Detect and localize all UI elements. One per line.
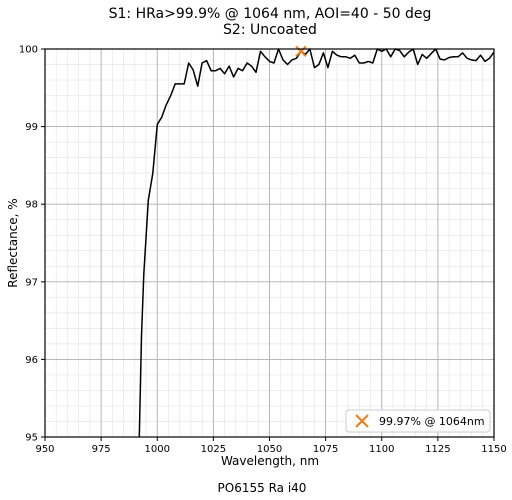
x-tick-label: 1025	[201, 444, 226, 455]
x-tick-label: 950	[35, 444, 54, 455]
y-tick-label: 97	[25, 277, 38, 288]
y-axis-label: Reflectance, %	[6, 198, 20, 287]
series-layer	[138, 48, 495, 438]
legend-x-glyph	[355, 414, 369, 428]
y-tick-label: 95	[25, 433, 38, 444]
x-tick-label: 1050	[257, 444, 282, 455]
highlight-point-marker	[295, 45, 307, 58]
x-tick-label: 1125	[425, 444, 450, 455]
x-tick-label: 975	[92, 444, 111, 455]
legend-label: 99.97% @ 1064nm	[379, 415, 485, 428]
x-tick-label: 1075	[313, 444, 338, 455]
footer-caption: PO6155 Ra i40	[218, 481, 307, 495]
y-tick-label: 99	[25, 122, 38, 133]
x-tick-label: 1150	[481, 444, 506, 455]
grid	[44, 48, 495, 438]
x-tick-label: 1000	[145, 444, 170, 455]
marker-layer	[295, 45, 307, 58]
chart-title: S1: HRa>99.9% @ 1064 nm, AOI=40 - 50 deg	[109, 6, 432, 22]
y-tick-label: 98	[25, 200, 38, 211]
y-tick-label: 100	[19, 45, 38, 56]
legend-box	[345, 409, 491, 433]
legend-marker-icon	[355, 414, 369, 428]
x-tick-label: 1100	[369, 444, 394, 455]
ticks: 950 975 1000 1025 1050 1075 1100 1125 1150 95 96 97…	[19, 45, 507, 456]
x-axis-label: Wavelength, nm	[221, 454, 319, 468]
series-line	[138, 48, 495, 438]
y-tick-label: 96	[25, 355, 38, 366]
legend: 99.97% @ 1064nm	[345, 409, 491, 433]
chart-subtitle: S2: Uncoated	[223, 22, 317, 38]
